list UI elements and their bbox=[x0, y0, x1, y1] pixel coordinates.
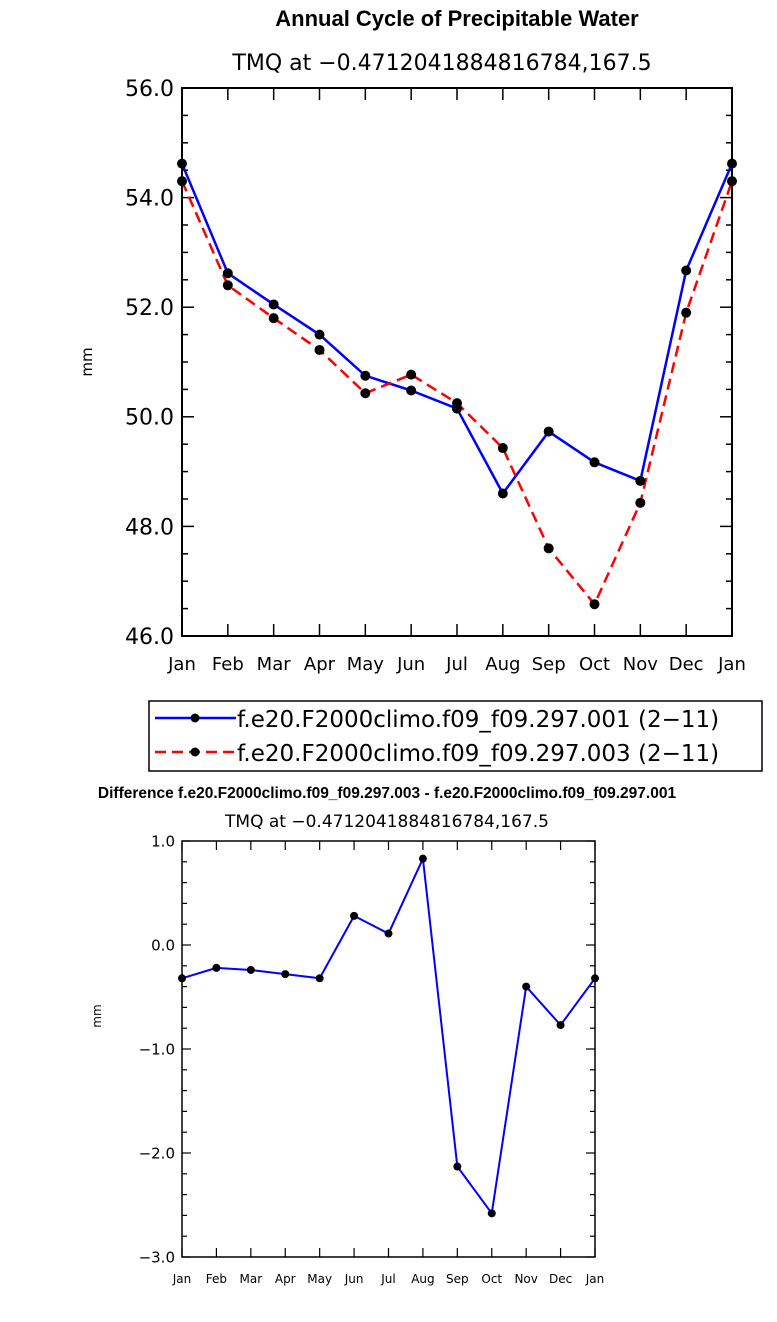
data-point bbox=[281, 970, 290, 979]
data-point bbox=[522, 982, 531, 991]
x-tick-label: Apr bbox=[275, 1272, 296, 1286]
x-tick-label: Apr bbox=[304, 654, 336, 675]
data-point bbox=[406, 385, 417, 396]
x-tick-label: Jan bbox=[717, 654, 746, 675]
data-point bbox=[452, 398, 462, 409]
x-tick-label: Sep bbox=[446, 1272, 469, 1286]
x-tick-label: Dec bbox=[669, 654, 704, 675]
x-tick-label: May bbox=[307, 1272, 332, 1286]
data-point bbox=[635, 475, 646, 486]
data-point bbox=[315, 974, 324, 983]
data-point bbox=[556, 1021, 565, 1030]
data-point bbox=[497, 443, 508, 454]
data-point bbox=[681, 307, 692, 318]
legend-entry-1: f.e20.F2000climo.f09_f09.297.001 (2−11) bbox=[155, 707, 719, 733]
series-group bbox=[178, 854, 599, 1218]
chart-subtitle: TMQ at −0.4712041884816784,167.5 bbox=[231, 51, 651, 76]
data-point bbox=[543, 543, 554, 554]
x-tick-label: Jun bbox=[344, 1272, 364, 1286]
series-group bbox=[177, 158, 737, 610]
data-point bbox=[246, 965, 255, 974]
legend-marker-1 bbox=[190, 713, 200, 723]
y-tick-label: −3.0 bbox=[139, 1248, 175, 1266]
series-line-1 bbox=[181, 857, 596, 1215]
x-tick-label: Oct bbox=[481, 1272, 502, 1286]
x-tick-label: Jul bbox=[380, 1272, 395, 1286]
annual-cycle-chart: Annual Cycle of Precipitable Water TMQ a… bbox=[78, 6, 746, 675]
chart-title: Difference f.e20.F2000climo.f09_f09.297.… bbox=[98, 785, 677, 802]
chart-subtitle: TMQ at −0.4712041884816784,167.5 bbox=[224, 812, 549, 832]
x-tick-label: Jul bbox=[445, 654, 468, 675]
y-tick-label: 1.0 bbox=[151, 832, 175, 850]
data-point bbox=[418, 854, 427, 863]
x-tick-label: Feb bbox=[206, 1272, 227, 1286]
y-ticks: −3.0 −2.0 −1.0 0.0 1.0 bbox=[139, 832, 595, 1266]
chart-title: Annual Cycle of Precipitable Water bbox=[275, 6, 639, 31]
x-tick-label: Jan bbox=[172, 1272, 192, 1286]
x-tick-label: Feb bbox=[212, 654, 244, 675]
data-point bbox=[350, 911, 359, 920]
x-tick-label: Oct bbox=[579, 654, 610, 675]
data-point bbox=[212, 963, 221, 972]
y-tick-label: 54.0 bbox=[125, 187, 174, 212]
x-tick-label: Dec bbox=[549, 1272, 572, 1286]
data-point bbox=[543, 426, 554, 437]
x-tick-label: Mar bbox=[257, 654, 292, 675]
legend-marker-2 bbox=[190, 747, 200, 757]
data-point bbox=[222, 268, 233, 279]
x-ticks: Jan Feb Mar Apr May Jun Jul Aug Sep Oct Nov Dec Jan bbox=[167, 88, 746, 675]
x-tick-label: Mar bbox=[240, 1272, 263, 1286]
data-point bbox=[314, 329, 325, 340]
data-point bbox=[635, 497, 646, 508]
legend-box bbox=[148, 700, 763, 772]
plot-frame bbox=[181, 87, 733, 637]
legend-entry-2: f.e20.F2000climo.f09_f09.297.003 (2−11) bbox=[155, 741, 719, 767]
legend-label-2: f.e20.F2000climo.f09_f09.297.003 (2−11) bbox=[237, 741, 719, 767]
y-tick-label: 0.0 bbox=[151, 936, 175, 954]
x-tick-label: Jan bbox=[167, 654, 196, 675]
series-line-1 bbox=[180, 163, 734, 495]
y-tick-label: 56.0 bbox=[125, 77, 174, 102]
legend-label-1: f.e20.F2000climo.f09_f09.297.001 (2−11) bbox=[237, 707, 719, 733]
y-tick-label: 46.0 bbox=[125, 625, 174, 650]
data-point bbox=[384, 929, 393, 938]
data-point bbox=[406, 369, 417, 380]
data-point bbox=[487, 1209, 496, 1218]
difference-chart: Difference f.e20.F2000climo.f09_f09.297.… bbox=[90, 785, 676, 1286]
data-point bbox=[360, 388, 371, 399]
x-tick-label: Aug bbox=[485, 654, 520, 675]
data-point bbox=[453, 1162, 462, 1171]
data-point bbox=[222, 280, 233, 291]
series-line-2 bbox=[180, 180, 734, 606]
y-tick-label: −2.0 bbox=[139, 1144, 175, 1162]
data-point bbox=[497, 488, 508, 499]
x-tick-label: Sep bbox=[532, 654, 566, 675]
data-point bbox=[268, 313, 279, 324]
x-tick-label: Nov bbox=[623, 654, 658, 675]
y-tick-label: 52.0 bbox=[125, 296, 174, 321]
x-tick-label: Jun bbox=[396, 654, 425, 675]
y-tick-label: 48.0 bbox=[125, 515, 174, 540]
data-point bbox=[681, 265, 692, 276]
y-axis-label: mm bbox=[78, 347, 96, 376]
legend: f.e20.F2000climo.f09_f09.297.001 (2−11) … bbox=[148, 700, 763, 772]
data-point bbox=[314, 344, 325, 355]
y-ticks: 46.0 48.0 50.0 52.0 54.0 56.0 bbox=[125, 77, 732, 650]
data-point bbox=[360, 370, 371, 381]
data-point bbox=[589, 599, 600, 610]
plot-frame bbox=[181, 840, 596, 1258]
y-axis-label: mm bbox=[90, 1004, 104, 1027]
x-ticks: Jan Feb Mar Apr May Jun Jul Aug Sep Oct Nov Dec Jan bbox=[172, 841, 605, 1286]
x-tick-label: Aug bbox=[411, 1272, 434, 1286]
x-tick-label: May bbox=[347, 654, 385, 675]
y-tick-label: 50.0 bbox=[125, 406, 174, 431]
data-point bbox=[268, 299, 279, 310]
x-tick-label: Nov bbox=[514, 1272, 537, 1286]
data-point bbox=[589, 457, 600, 468]
x-tick-label: Jan bbox=[585, 1272, 605, 1286]
y-tick-label: −1.0 bbox=[139, 1040, 175, 1058]
